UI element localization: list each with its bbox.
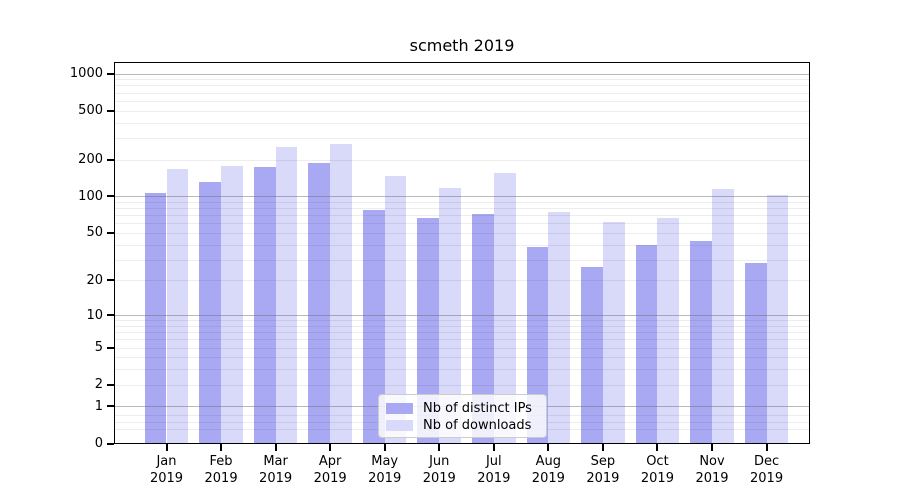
minor-gridline — [115, 101, 809, 102]
bar-downloads-jun — [439, 188, 462, 444]
bar-distinct-ips-jun — [417, 217, 440, 444]
x-tick-label-aug: Aug 2019 — [531, 453, 565, 486]
bar-distinct-ips-mar — [253, 166, 276, 444]
y-tick-mark — [107, 109, 114, 112]
bar-distinct-ips-dec — [744, 263, 767, 444]
bar-downloads-jan — [166, 169, 189, 444]
legend-entry-downloads: Nb of downloads — [386, 417, 538, 433]
x-tick-mark — [765, 444, 768, 451]
y-tick-mark — [107, 383, 114, 386]
x-tick-mark — [547, 444, 550, 451]
y-tick-label: 0 — [94, 436, 103, 451]
legend-label-distinct-ips: Nb of distinct IPs — [423, 400, 532, 416]
bar-downloads-apr — [330, 143, 352, 444]
bar-distinct-ips-sep — [581, 267, 603, 444]
y-tick-label: 50 — [86, 225, 103, 241]
bar-downloads-sep — [602, 222, 625, 444]
y-tick-mark — [107, 442, 114, 445]
bar-downloads-nov — [712, 188, 734, 444]
x-tick-label-apr: Apr 2019 — [313, 453, 347, 486]
bar-distinct-ips-jan — [144, 192, 167, 444]
y-tick-label: 20 — [86, 272, 103, 288]
bar-downloads-dec — [766, 195, 789, 444]
y-tick-label: 1000 — [69, 66, 103, 82]
x-tick-mark — [383, 444, 386, 451]
x-tick-mark — [438, 444, 441, 451]
minor-gridline — [115, 93, 809, 94]
bar-downloads-aug — [548, 211, 571, 444]
minor-gridline — [115, 160, 809, 161]
bar-downloads-oct — [657, 217, 680, 444]
legend: Nb of distinct IPs Nb of downloads — [378, 394, 547, 438]
y-tick-label: 5 — [94, 340, 103, 356]
y-tick-mark — [107, 314, 114, 317]
bar-distinct-ips-jul — [472, 214, 494, 444]
y-tick-label: 2 — [94, 377, 103, 393]
legend-entry-distinct-ips: Nb of distinct IPs — [386, 400, 538, 416]
y-tick-mark — [107, 195, 114, 198]
bar-distinct-ips-oct — [635, 244, 658, 444]
y-tick-label: 100 — [78, 188, 103, 204]
x-tick-mark — [656, 444, 659, 451]
y-tick-mark — [107, 405, 114, 408]
minor-gridline — [115, 138, 809, 139]
x-tick-label-may: May 2019 — [368, 453, 402, 486]
bar-distinct-ips-may — [362, 210, 385, 444]
y-tick-label: 200 — [78, 152, 103, 167]
y-tick-label: 10 — [86, 307, 103, 323]
x-tick-label-jan: Jan 2019 — [149, 453, 184, 486]
chart-title: scmeth 2019 — [409, 36, 515, 55]
x-tick-mark — [492, 444, 495, 451]
x-tick-label-dec: Dec 2019 — [750, 453, 784, 486]
y-tick-mark — [107, 346, 114, 349]
minor-gridline — [115, 111, 809, 112]
x-tick-label-nov: Nov 2019 — [695, 453, 729, 486]
y-tick-mark — [107, 72, 114, 75]
bar-downloads-may — [384, 175, 407, 444]
x-tick-label-sep: Sep 2019 — [586, 453, 620, 486]
major-gridline — [115, 74, 809, 75]
bar-downloads-mar — [275, 146, 298, 444]
x-tick-mark — [601, 444, 604, 451]
x-tick-mark — [329, 444, 332, 451]
y-tick-mark — [107, 279, 114, 282]
y-tick-mark — [107, 231, 114, 234]
legend-label-downloads: Nb of downloads — [423, 417, 532, 433]
x-tick-label-jun: Jun 2019 — [422, 453, 456, 486]
x-tick-label-oct: Oct 2019 — [640, 453, 674, 486]
y-tick-label: 1 — [94, 398, 103, 414]
x-tick-mark — [274, 444, 277, 451]
x-tick-mark — [711, 444, 713, 451]
bar-distinct-ips-nov — [690, 240, 712, 444]
x-tick-label-jul: Jul 2019 — [477, 453, 511, 486]
minor-gridline — [115, 123, 809, 124]
y-tick-mark — [107, 158, 114, 161]
bar-distinct-ips-feb — [199, 182, 222, 444]
y-tick-label: 500 — [78, 103, 103, 119]
x-tick-label-mar: Mar 2019 — [259, 453, 293, 486]
bar-distinct-ips-apr — [308, 163, 331, 444]
minor-gridline — [115, 85, 809, 86]
bar-downloads-jul — [493, 173, 516, 444]
x-tick-mark — [220, 444, 223, 451]
legend-swatch-distinct-ips — [386, 402, 413, 414]
legend-swatch-downloads — [386, 419, 413, 431]
bar-downloads-feb — [221, 166, 243, 444]
x-tick-label-feb: Feb 2019 — [204, 453, 238, 486]
x-tick-mark — [165, 444, 168, 451]
minor-gridline — [115, 79, 809, 80]
